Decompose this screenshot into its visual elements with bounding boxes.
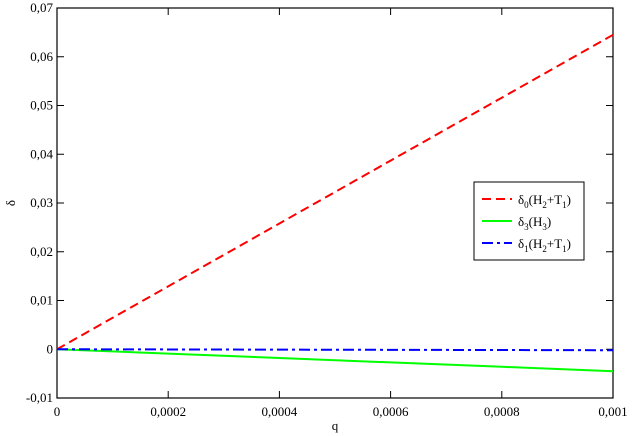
x-tick-label: 0,0004 bbox=[262, 404, 298, 419]
legend-label: δ3(H3) bbox=[518, 214, 551, 232]
y-tick-label: 0 bbox=[47, 341, 54, 356]
legend-label: δ0(H2+T1) bbox=[518, 192, 571, 210]
x-tick-label: 0,0002 bbox=[150, 404, 186, 419]
x-tick-label: 0,0008 bbox=[484, 404, 520, 419]
y-tick-label: 0,06 bbox=[30, 49, 53, 64]
data-line bbox=[56, 33, 614, 351]
x-tick-label: 0,001 bbox=[598, 404, 627, 419]
data-line bbox=[56, 348, 614, 373]
legend-label: δ1(H2+T1) bbox=[518, 236, 571, 254]
y-tick-label: 0,03 bbox=[30, 195, 53, 210]
data-line bbox=[56, 348, 614, 352]
x-tick-label: 0,0006 bbox=[373, 404, 409, 419]
y-tick-label: 0,02 bbox=[30, 244, 53, 259]
y-tick-label: -0,01 bbox=[26, 390, 53, 405]
y-tick-label: 0,05 bbox=[30, 98, 53, 113]
y-tick-label: 0,07 bbox=[30, 0, 53, 15]
y-tick-label: 0,01 bbox=[30, 293, 53, 308]
x-axis-label: q bbox=[332, 418, 339, 433]
y-axis-label: δ bbox=[3, 200, 18, 206]
x-tick-label: 0 bbox=[54, 404, 61, 419]
y-tick-label: 0,04 bbox=[30, 146, 53, 161]
